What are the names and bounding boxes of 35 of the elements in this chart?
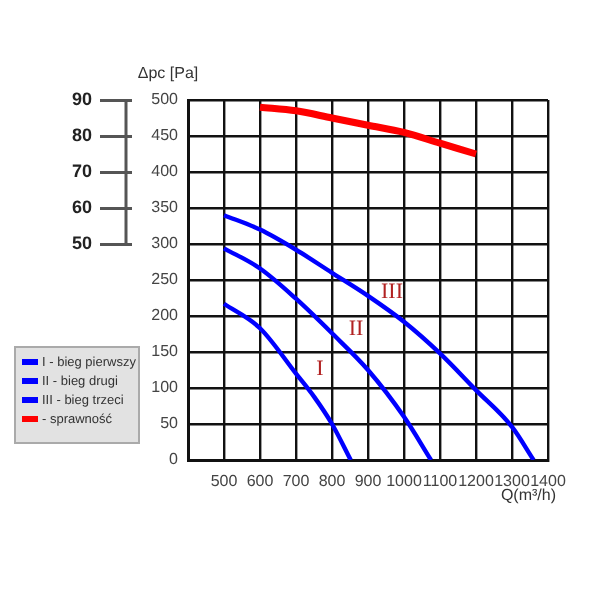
x-tick-label: 1400	[530, 472, 567, 491]
y2-tick-label: 50	[71, 232, 92, 253]
x-tick-label: 1200	[458, 472, 495, 491]
y-tick-label: 200	[151, 306, 180, 325]
annotation: III	[381, 279, 404, 304]
y2-tick-label: 90	[71, 88, 92, 109]
x-tick-label: 1000	[386, 472, 423, 491]
x-tick-label: 800	[318, 472, 347, 491]
line-series	[256, 103, 480, 158]
y-tick-label: 450	[151, 126, 180, 145]
annotation: I	[316, 357, 325, 382]
y-axis-title: Δpc [Pa]	[137, 64, 199, 82]
y-tick-label: 100	[151, 378, 180, 397]
y-tick-label: 400	[151, 162, 180, 181]
line-series	[221, 213, 536, 460]
y2-tick-label: 60	[71, 196, 92, 217]
x-tick-label: 900	[354, 472, 383, 491]
x-tick-label: 600	[246, 472, 275, 491]
x-axis-title: Q(m³/h)	[500, 486, 557, 504]
line-series	[221, 301, 353, 460]
x-tick-label: 1100	[422, 472, 459, 491]
y-tick-label: 0	[169, 450, 180, 469]
y-tick-label: 150	[151, 342, 180, 361]
line-series	[221, 246, 434, 460]
y2-tick-label: 70	[71, 160, 92, 181]
y-tick-label: 300	[151, 234, 180, 253]
x-tick-label: 1300	[494, 472, 531, 491]
y-tick-label: 500	[151, 90, 180, 109]
y-tick-label: 50	[160, 414, 180, 433]
x-tick-label: 700	[282, 472, 311, 491]
x-tick-label: 500	[210, 472, 239, 491]
annotation: II	[348, 317, 364, 342]
y2-tick-label: 80	[71, 124, 92, 145]
y-tick-label: 350	[151, 198, 180, 217]
y-tick-label: 250	[151, 270, 180, 289]
